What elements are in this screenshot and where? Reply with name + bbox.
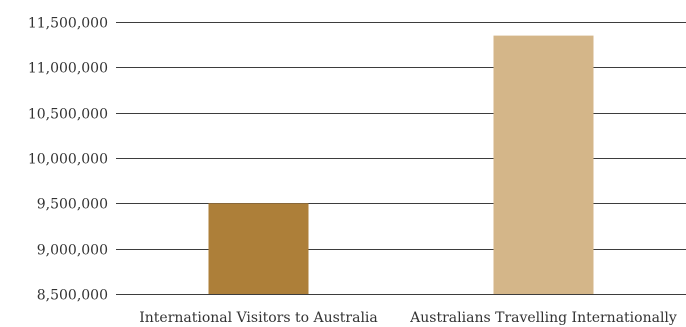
y-tick-label: 9,000,000 [37, 243, 108, 259]
y-axis-tick-labels: 8,500,000 9,000,000 9,500,000 10,000,000 10,… [28, 16, 108, 304]
x-axis-category-labels: International Visitors to Australia Austr… [139, 310, 677, 326]
y-tick-label: 11,500,000 [28, 16, 108, 32]
bars [208, 35, 594, 294]
y-tick-label: 10,000,000 [28, 152, 108, 168]
bar [493, 35, 594, 294]
bar [208, 203, 309, 294]
gridlines [116, 22, 686, 295]
y-tick-label: 9,500,000 [37, 197, 108, 213]
x-category-label: International Visitors to Australia [139, 310, 378, 326]
y-tick-label: 11,000,000 [28, 61, 108, 77]
x-category-label: Australians Travelling Internationally [409, 310, 677, 326]
y-tick-label: 10,500,000 [28, 107, 108, 123]
y-tick-label: 8,500,000 [37, 288, 108, 304]
